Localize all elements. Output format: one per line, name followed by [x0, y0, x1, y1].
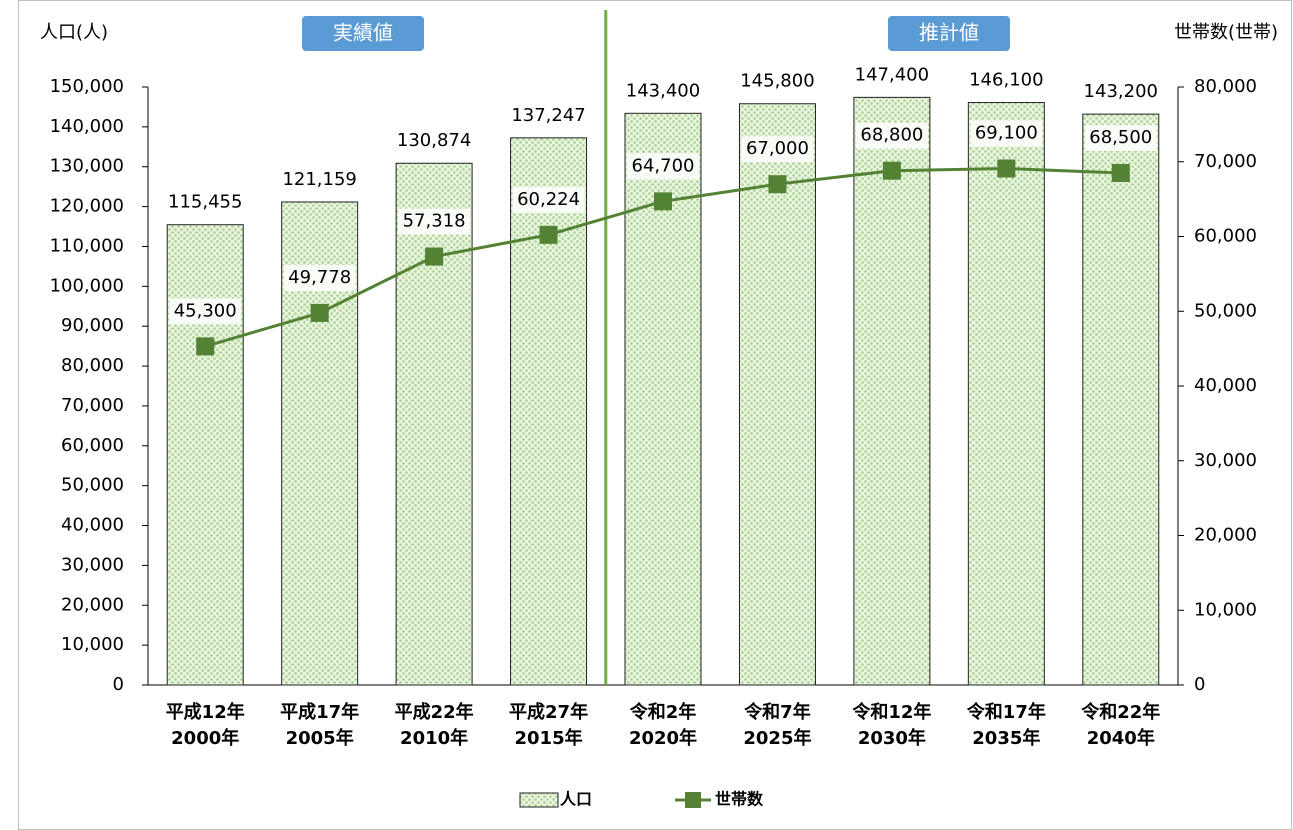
- bar: [967, 102, 1045, 686]
- y2-tick-label: 40,000: [1194, 375, 1257, 396]
- bar-value-label: 115,455: [168, 192, 242, 213]
- bar-value-label: 146,100: [969, 70, 1043, 91]
- y-tick-label: 140,000: [50, 116, 124, 137]
- bar: [166, 224, 244, 686]
- x-tick-label: 平成27年: [509, 701, 588, 723]
- line-marker: [539, 225, 558, 244]
- bar-value-label: 130,874: [397, 130, 471, 151]
- line-marker: [654, 192, 672, 211]
- y2-tick-label: 70,000: [1194, 151, 1257, 172]
- y-tick-label: 50,000: [61, 475, 124, 496]
- legend-label: 世帯数: [715, 790, 764, 809]
- annotation: 実績値: [333, 21, 393, 45]
- y-tick-label: 80,000: [61, 355, 124, 376]
- y2-tick-label: 30,000: [1194, 450, 1257, 471]
- x-tick-label: 平成22年: [395, 701, 474, 723]
- bar: [395, 162, 473, 686]
- x-tick-label: 2025年: [743, 727, 811, 749]
- y-tick-label: 40,000: [61, 515, 124, 536]
- x-tick-label: 2015年: [515, 727, 583, 749]
- y-tick-label: 10,000: [61, 634, 124, 655]
- y-tick-label: 30,000: [61, 554, 124, 575]
- y-tick-label: 110,000: [50, 235, 124, 256]
- x-tick-label: 令和22年: [1080, 701, 1160, 723]
- line-marker: [1111, 163, 1130, 182]
- legend-swatch: [519, 792, 559, 808]
- line-value-label: 68,500: [1089, 127, 1152, 148]
- bar-value-label: 143,400: [626, 80, 700, 101]
- x-tick-label: 令和7年: [743, 701, 811, 723]
- x-tick-label: 2010年: [400, 727, 468, 749]
- y2-tick-label: 50,000: [1194, 300, 1257, 321]
- bar-value-label: 145,800: [740, 71, 814, 92]
- line-marker: [425, 247, 444, 266]
- bar: [738, 103, 816, 686]
- x-tick-label: 2005年: [286, 727, 354, 749]
- line-value-label: 60,224: [517, 189, 580, 210]
- legend-marker: [685, 792, 701, 808]
- bar: [853, 96, 931, 686]
- x-tick-label: 2030年: [858, 727, 926, 749]
- x-tick-label: 令和12年: [851, 701, 931, 723]
- y-tick-label: 120,000: [50, 196, 124, 217]
- y-tick-label: 90,000: [61, 315, 124, 336]
- y-tick-label: 150,000: [50, 76, 124, 97]
- x-tick-label: 平成17年: [280, 701, 359, 723]
- annotation-box: [302, 16, 424, 51]
- line-value-label: 57,318: [403, 211, 466, 232]
- line-value-label: 45,300: [174, 300, 237, 321]
- line-value-label: 49,778: [288, 267, 351, 288]
- y2-tick-label: 0: [1194, 674, 1205, 695]
- line-marker: [997, 159, 1016, 178]
- x-tick-label: 2000年: [171, 727, 239, 749]
- label-bg: [970, 120, 1043, 147]
- line-value-label: 67,000: [746, 138, 809, 159]
- line-marker: [768, 175, 787, 194]
- label-bg: [398, 208, 471, 235]
- line-marker: [310, 303, 329, 322]
- y-tick-label: 60,000: [61, 435, 124, 456]
- label-bg: [169, 298, 242, 325]
- bar-value-label: 143,200: [1084, 81, 1158, 102]
- y-tick-label: 130,000: [50, 156, 124, 177]
- line-value-label: 68,800: [860, 125, 923, 146]
- y-tick-label: 0: [113, 674, 124, 695]
- x-tick-label: 2035年: [972, 727, 1040, 749]
- y-axis-title: 人口(人): [40, 22, 108, 43]
- y-tick-label: 20,000: [61, 594, 124, 615]
- line-value-label: 64,700: [632, 155, 695, 176]
- label-bg: [855, 122, 928, 149]
- x-tick-label: 令和17年: [966, 701, 1046, 723]
- label-bg: [627, 153, 699, 180]
- bar-value-label: 121,159: [282, 169, 356, 190]
- label-bg: [512, 186, 585, 213]
- y2-tick-label: 20,000: [1194, 525, 1257, 546]
- label-bg: [1084, 124, 1157, 151]
- x-tick-label: 2040年: [1087, 727, 1155, 749]
- line-marker: [882, 161, 901, 180]
- line-marker: [196, 337, 215, 356]
- bar-value-label: 137,247: [511, 105, 585, 126]
- y2-tick-label: 80,000: [1194, 76, 1257, 97]
- y2-tick-label: 60,000: [1194, 226, 1257, 247]
- y2-axis-title: 世帯数(世帯): [1174, 22, 1278, 43]
- line-value-label: 69,100: [975, 122, 1038, 143]
- annotation-box: [888, 16, 1010, 51]
- label-bg: [741, 136, 814, 163]
- legend-label: 人口: [560, 790, 592, 809]
- x-tick-label: 2020年: [629, 727, 697, 749]
- x-tick-label: 令和2年: [629, 701, 697, 723]
- y-tick-label: 70,000: [61, 395, 124, 416]
- y-tick-label: 100,000: [50, 275, 124, 296]
- label-bg: [283, 264, 356, 291]
- bar-value-label: 147,400: [855, 64, 929, 85]
- y2-tick-label: 10,000: [1194, 599, 1257, 620]
- annotation: 推計値: [919, 21, 979, 45]
- bar: [510, 137, 588, 686]
- bar: [1082, 113, 1160, 686]
- x-tick-label: 平成12年: [166, 701, 245, 723]
